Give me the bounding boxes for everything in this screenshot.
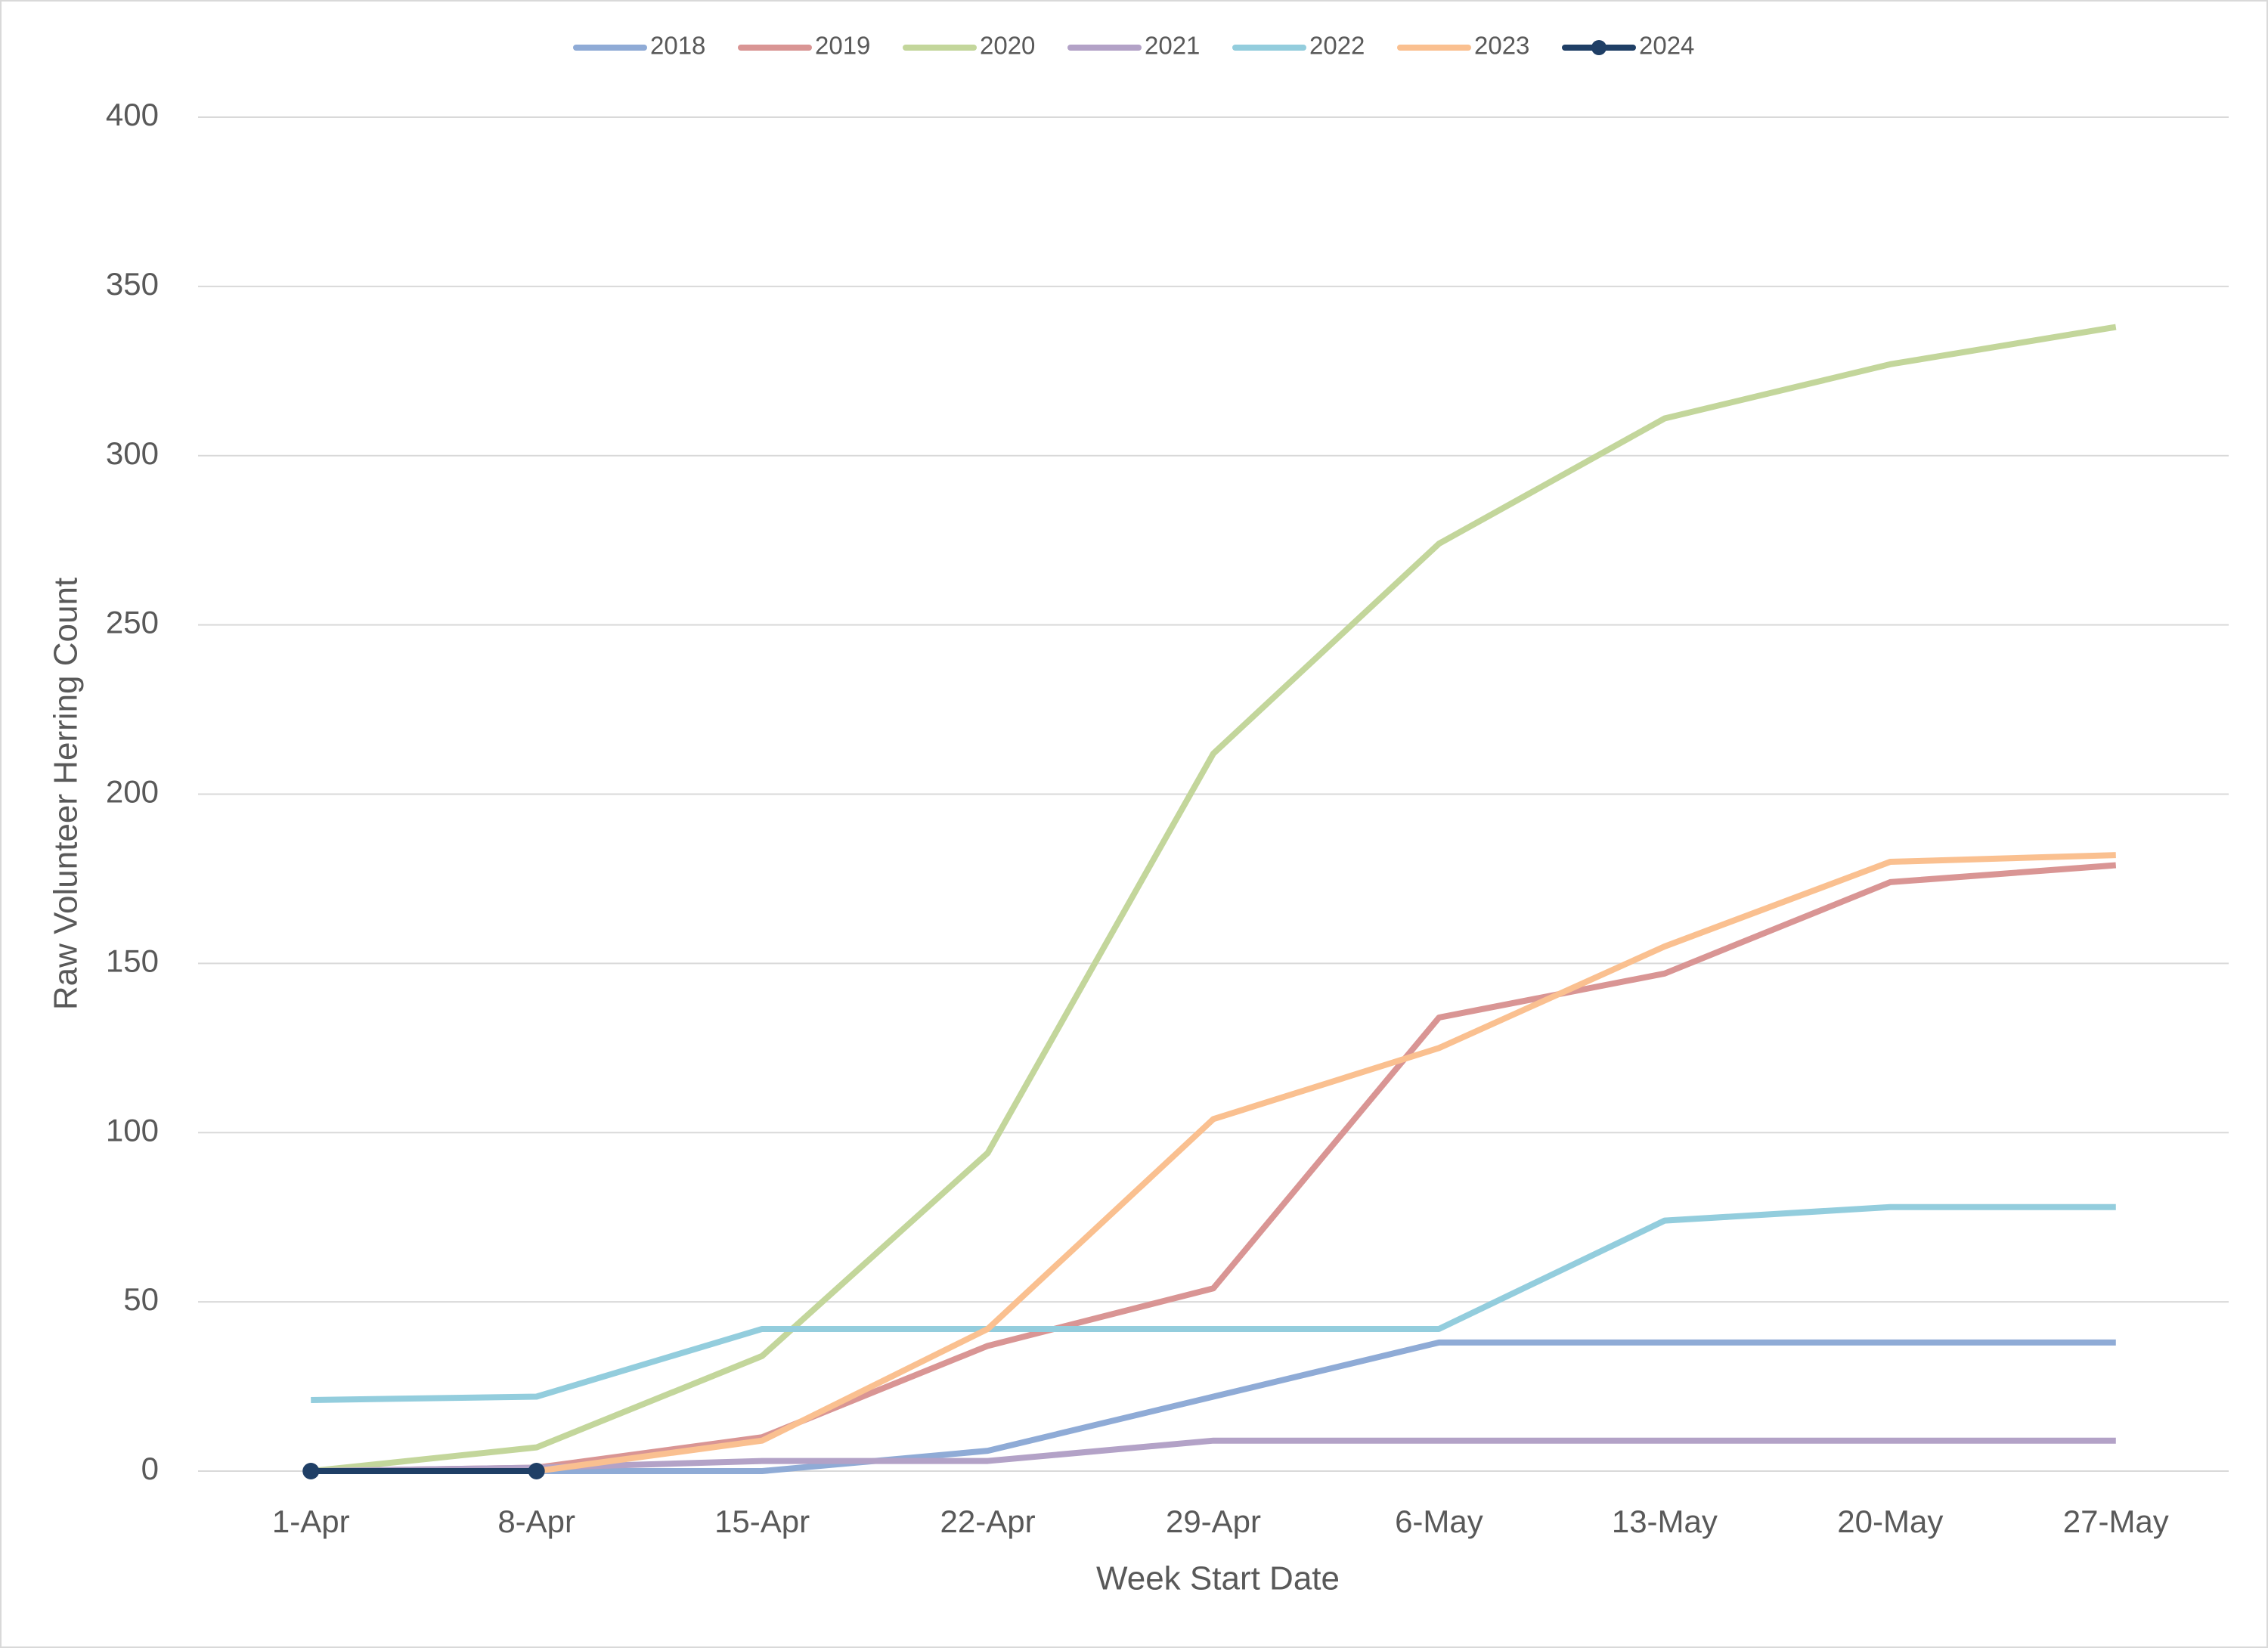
- x-tick-label: 20-May: [1837, 1504, 1943, 1539]
- x-tick-label: 1-Apr: [272, 1504, 350, 1539]
- y-tick-label: 300: [106, 435, 159, 471]
- y-tick-label: 50: [123, 1281, 159, 1317]
- data-point: [528, 1463, 545, 1479]
- legend-label: 2021: [1145, 32, 1200, 60]
- y-tick-label: 100: [106, 1112, 159, 1148]
- data-line: [536, 852, 2116, 1474]
- legend-label: 2018: [650, 32, 705, 60]
- legend-marker: [1591, 40, 1606, 55]
- y-axis-title: Raw Volunteer Herring Count: [48, 578, 85, 1010]
- data-line: [311, 1437, 2116, 1474]
- data-line: [311, 862, 2117, 1474]
- x-tick-label: 15-Apr: [714, 1504, 810, 1539]
- y-tick-label: 350: [106, 266, 159, 302]
- y-tick-label: 400: [106, 97, 159, 132]
- y-tick-label: 200: [106, 774, 159, 810]
- data-line: [311, 1203, 2116, 1403]
- legend-label: 2023: [1474, 32, 1529, 60]
- y-tick-label: 250: [106, 605, 159, 640]
- legend-label: 2024: [1639, 32, 1694, 60]
- legend-label: 2020: [980, 32, 1035, 60]
- legend-label: 2019: [815, 32, 870, 60]
- y-tick-label: 150: [106, 943, 159, 978]
- x-tick-label: 22-Apr: [940, 1504, 1036, 1539]
- x-tick-label: 6-May: [1395, 1504, 1483, 1539]
- data-line: [311, 1339, 2116, 1474]
- data-point: [302, 1463, 320, 1479]
- x-tick-label: 29-Apr: [1166, 1504, 1261, 1539]
- x-tick-label: 8-Apr: [497, 1504, 575, 1539]
- x-tick-label: 13-May: [1612, 1504, 1718, 1539]
- data-line: [310, 324, 2117, 1474]
- x-axis-title: Week Start Date: [1096, 1560, 1340, 1597]
- y-tick-label: 0: [141, 1451, 159, 1486]
- legend-label: 2022: [1309, 32, 1365, 60]
- x-tick-label: 27-May: [2063, 1504, 2169, 1539]
